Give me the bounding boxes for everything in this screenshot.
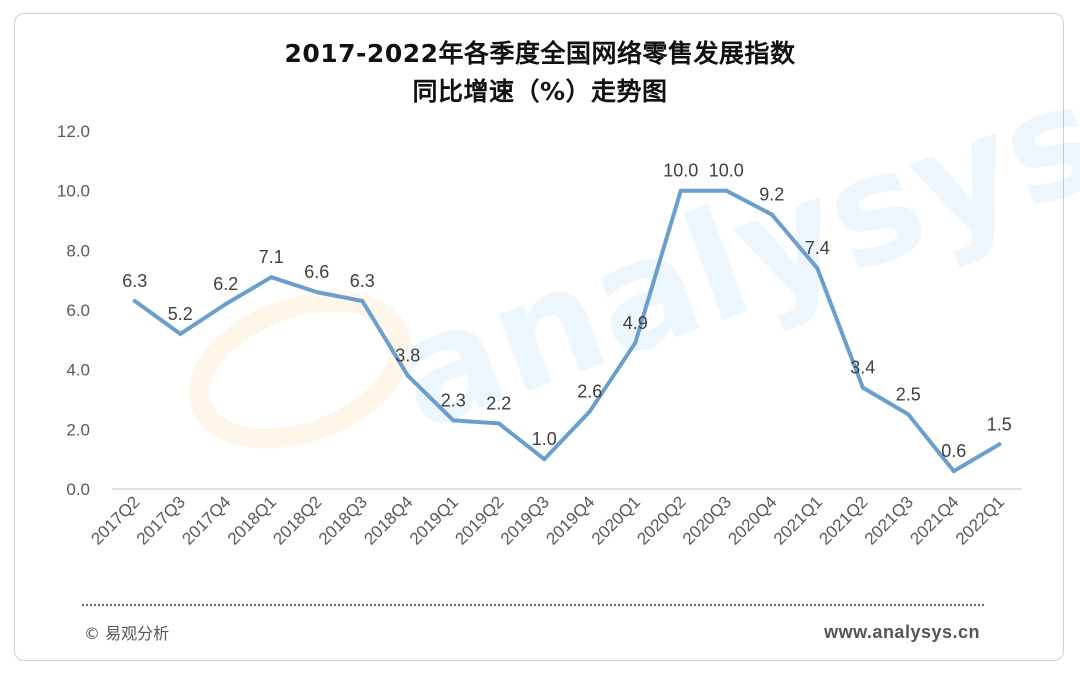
x-axis: 2017Q22017Q32017Q42018Q12018Q22018Q32018… xyxy=(87,488,1022,549)
data-labels: 6.3 5.2 6.2 7.1 6.6 6.3 3.8 2.3 2.2 1.0 2.6 4.9 10.0… xyxy=(122,161,1012,461)
x-tick-label: 2017Q2 xyxy=(87,492,143,548)
data-label: 0.6 xyxy=(941,441,966,461)
data-point xyxy=(633,340,638,345)
series-polyline xyxy=(132,188,1002,474)
x-tick-label: 2021Q3 xyxy=(861,492,917,548)
y-tick-label: 8.0 xyxy=(66,241,90,260)
y-tick-label: 12.0 xyxy=(57,122,90,141)
x-tick-label: 2017Q3 xyxy=(133,492,189,548)
data-point xyxy=(223,302,228,307)
data-label: 1.0 xyxy=(532,429,557,449)
data-point xyxy=(724,188,729,193)
y-tick-label: 10.0 xyxy=(57,182,90,201)
data-point xyxy=(542,457,547,462)
x-tick-label: 2021Q1 xyxy=(770,492,826,548)
x-tick-label: 2021Q4 xyxy=(906,492,962,548)
x-tick-label: 2018Q3 xyxy=(315,492,371,548)
watermark-logo: analysys xyxy=(189,49,1080,464)
data-label: 3.8 xyxy=(395,346,420,366)
x-tick-label: 2020Q1 xyxy=(588,492,644,548)
x-tick-label: 2019Q4 xyxy=(542,492,598,548)
data-label: 7.1 xyxy=(259,247,284,267)
x-tick-label: 2022Q1 xyxy=(952,492,1008,548)
data-label: 4.9 xyxy=(623,313,648,333)
data-point xyxy=(132,299,137,304)
x-tick-label: 2019Q2 xyxy=(451,492,507,548)
data-label: 2.2 xyxy=(486,393,511,413)
series-line xyxy=(132,188,1002,474)
data-label: 2.5 xyxy=(896,384,921,404)
data-point xyxy=(587,409,592,414)
y-tick-label: 2.0 xyxy=(66,420,90,439)
data-point xyxy=(405,373,410,378)
data-point xyxy=(951,469,956,474)
data-label: 9.2 xyxy=(759,185,784,205)
x-tick-label: 2021Q2 xyxy=(815,492,871,548)
y-tick-label: 0.0 xyxy=(66,480,90,499)
x-tick-label: 2018Q4 xyxy=(360,492,416,548)
y-tick-label: 4.0 xyxy=(66,361,90,380)
data-point xyxy=(678,188,683,193)
data-point xyxy=(769,212,774,217)
x-tick-label: 2018Q2 xyxy=(269,492,325,548)
x-tick-label: 2019Q1 xyxy=(406,492,462,548)
x-tick-label: 2020Q2 xyxy=(633,492,689,548)
data-point xyxy=(314,290,319,295)
data-label: 6.3 xyxy=(122,271,147,291)
data-label: 10.0 xyxy=(709,161,744,181)
data-label: 10.0 xyxy=(663,161,698,181)
footer-copyright: © 易观分析 xyxy=(84,624,170,643)
x-tick-label: 2020Q3 xyxy=(679,492,735,548)
data-point xyxy=(860,385,865,390)
data-label: 2.6 xyxy=(577,381,602,401)
data-point xyxy=(360,299,365,304)
y-tick-label: 6.0 xyxy=(66,301,90,320)
footer-website[interactable]: www.analysys.cn xyxy=(824,622,980,642)
chart-title-line1: 2017-2022年各季度全国网络零售发展指数 xyxy=(284,39,796,68)
data-point xyxy=(815,266,820,271)
data-point xyxy=(269,275,274,280)
data-point xyxy=(906,412,911,417)
footer-divider xyxy=(82,604,984,606)
x-tick-label: 2020Q4 xyxy=(724,492,780,548)
data-label: 6.6 xyxy=(304,262,329,282)
data-label: 7.4 xyxy=(805,238,830,258)
data-point xyxy=(178,331,183,336)
y-axis: 0.0 2.0 4.0 6.0 8.0 10.0 12.0 xyxy=(57,122,90,499)
x-tick-label: 2017Q4 xyxy=(178,492,234,548)
chart-title-line2: 同比增速（%）走势图 xyxy=(412,77,668,106)
chart-frame xyxy=(14,13,1064,661)
x-tick-label: 2019Q3 xyxy=(497,492,553,548)
data-label: 6.3 xyxy=(350,271,375,291)
data-point xyxy=(997,442,1002,447)
x-tick-label: 2018Q1 xyxy=(224,492,280,548)
data-label: 5.2 xyxy=(168,304,193,324)
data-label: 6.2 xyxy=(213,274,238,294)
data-point xyxy=(451,418,456,423)
data-label: 2.3 xyxy=(441,390,466,410)
svg-text:analysys: analysys xyxy=(373,49,1080,464)
data-point xyxy=(496,421,501,426)
data-label: 3.4 xyxy=(850,358,875,378)
data-label: 1.5 xyxy=(987,414,1012,434)
